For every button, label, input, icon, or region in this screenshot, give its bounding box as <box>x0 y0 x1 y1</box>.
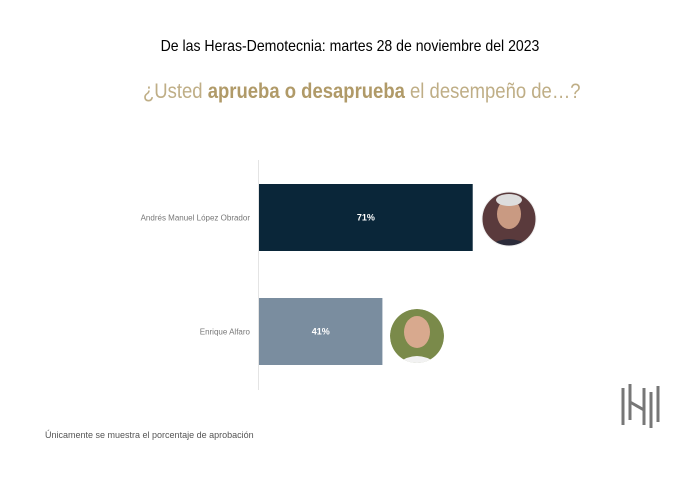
bar-value-label: 71% <box>357 213 375 223</box>
demotecnia-logo <box>621 384 660 428</box>
bar <box>259 298 383 365</box>
avatar-amlo-ring <box>481 191 537 247</box>
question-post: el desempeño de…? <box>404 80 581 103</box>
question-pre: ¿Usted <box>143 80 208 103</box>
bar <box>259 184 473 251</box>
question-bold: aprueba o desaprueba <box>207 80 405 103</box>
question-subtitle: ¿Usted aprueba o desaprueba el desempeño… <box>143 80 581 104</box>
category-label: Andrés Manuel López Obrador <box>141 214 251 223</box>
bar-value-label: 41% <box>312 327 330 337</box>
chart-title: De las Heras-Demotecnia: martes 28 de no… <box>160 38 540 55</box>
footnote: Únicamente se muestra el porcentaje de a… <box>45 430 254 440</box>
avatar-alfaro <box>390 309 444 363</box>
category-label: Enrique Alfaro <box>200 328 251 337</box>
avatar-amlo <box>482 192 536 246</box>
